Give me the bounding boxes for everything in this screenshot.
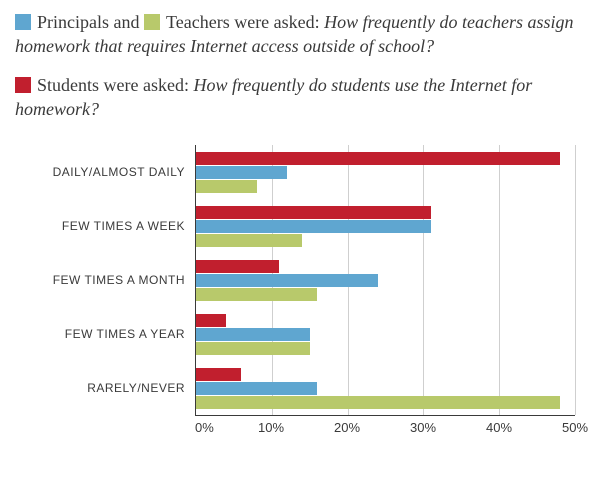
bar-teachers [196,288,317,301]
x-tick: 20% [334,420,360,435]
x-tick: 50% [562,420,588,435]
y-label: FEW TIMES A YEAR [15,307,195,361]
x-tick: 30% [410,420,436,435]
bar-principals [196,382,317,395]
bar-teachers [196,342,310,355]
students-swatch [15,77,31,93]
legend-line-2: Students were asked: How frequently do s… [15,73,575,122]
bar-teachers [196,234,302,247]
teachers-label: Teachers [166,12,230,32]
y-label: RARELY/NEVER [15,361,195,415]
x-axis: 0%10%20%30%40%50% [195,415,575,437]
bar-group [196,307,575,361]
plot-area [195,145,575,415]
x-tick: 40% [486,420,512,435]
students-intro: were asked: [104,75,189,95]
y-label: FEW TIMES A WEEK [15,199,195,253]
bar-principals [196,166,287,179]
bar-principals [196,220,431,233]
students-label: Students [37,75,99,95]
principals-swatch [15,14,31,30]
bar-students [196,260,279,273]
x-tick: 0% [195,420,214,435]
bar-group [196,253,575,307]
bar-teachers [196,180,257,193]
teachers-intro: were asked: [234,12,319,32]
bar-students [196,368,241,381]
bar-group [196,361,575,415]
joiner-and: and [114,12,140,32]
y-label: FEW TIMES A MONTH [15,253,195,307]
x-tick: 10% [258,420,284,435]
y-label: DAILY/ALMOST DAILY [15,145,195,199]
bar-groups [196,145,575,415]
gridline [575,145,576,415]
bar-group [196,199,575,253]
bar-group [196,145,575,199]
chart: DAILY/ALMOST DAILYFEW TIMES A WEEKFEW TI… [15,145,575,437]
y-axis-labels: DAILY/ALMOST DAILYFEW TIMES A WEEKFEW TI… [15,145,195,437]
bar-students [196,152,560,165]
bar-principals [196,328,310,341]
teachers-swatch [144,14,160,30]
bar-students [196,206,431,219]
legend-line-1: Principals and Teachers were asked: How … [15,10,575,59]
bar-principals [196,274,378,287]
bar-students [196,314,226,327]
bar-teachers [196,396,560,409]
principals-label: Principals [37,12,109,32]
